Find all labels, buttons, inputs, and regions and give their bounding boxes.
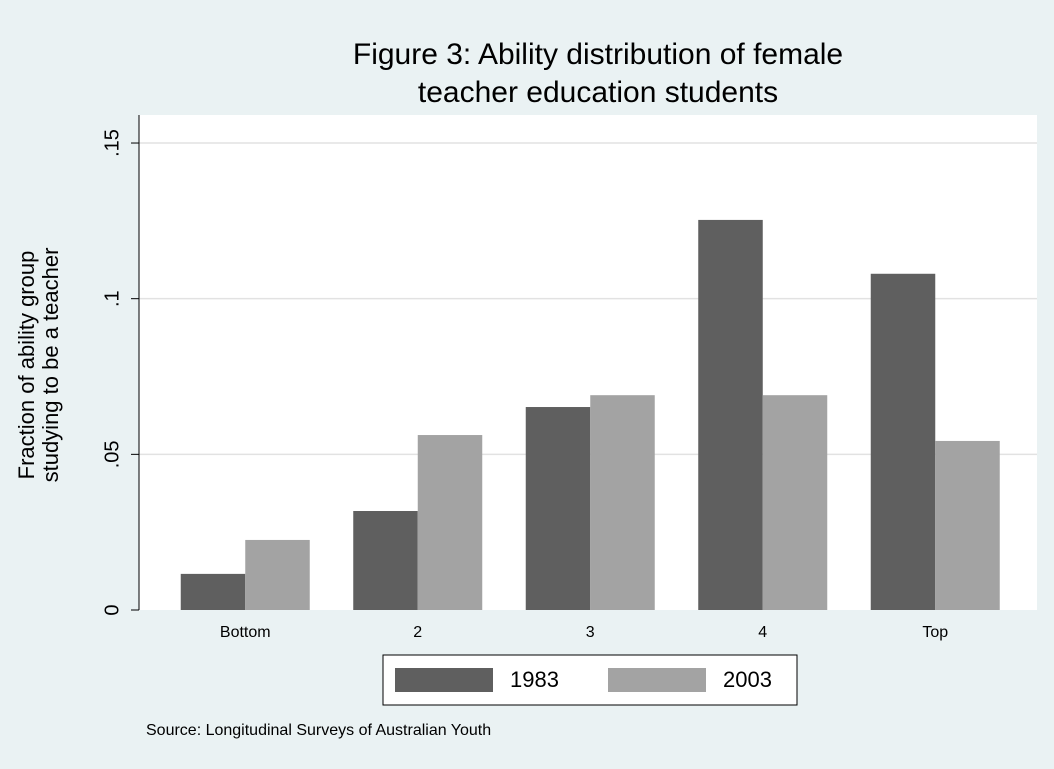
bar — [525, 407, 591, 610]
bar — [590, 395, 655, 610]
bar — [180, 573, 246, 610]
legend-label: 2003 — [723, 667, 772, 692]
bar — [870, 273, 936, 610]
legend-label: 1983 — [510, 667, 559, 692]
chart-title: teacher education students — [418, 76, 778, 109]
y-axis-label: studying to be a teacher — [38, 248, 63, 483]
y-axis-label: Fraction of ability group — [14, 251, 39, 480]
bar — [245, 539, 310, 610]
y-tick-label: .15 — [101, 129, 123, 157]
bar — [417, 435, 483, 610]
source-note: Source: Longitudinal Surveys of Australi… — [146, 722, 491, 739]
x-tick-label: 2 — [413, 624, 422, 641]
bar — [698, 219, 763, 610]
legend-swatch — [395, 668, 493, 692]
x-tick-label: 4 — [758, 624, 767, 641]
bar — [762, 395, 828, 610]
y-tick-label: .05 — [101, 440, 123, 468]
bar — [935, 440, 1000, 610]
x-tick-label: 3 — [586, 624, 595, 641]
legend-swatch — [608, 668, 706, 692]
chart-title: Figure 3: Ability distribution of female — [353, 38, 843, 71]
bar — [353, 511, 418, 610]
x-tick-label: Bottom — [220, 624, 271, 641]
x-tick-label: Top — [922, 624, 948, 641]
y-tick-label: 0 — [101, 604, 123, 615]
y-tick-label: .1 — [101, 290, 123, 307]
